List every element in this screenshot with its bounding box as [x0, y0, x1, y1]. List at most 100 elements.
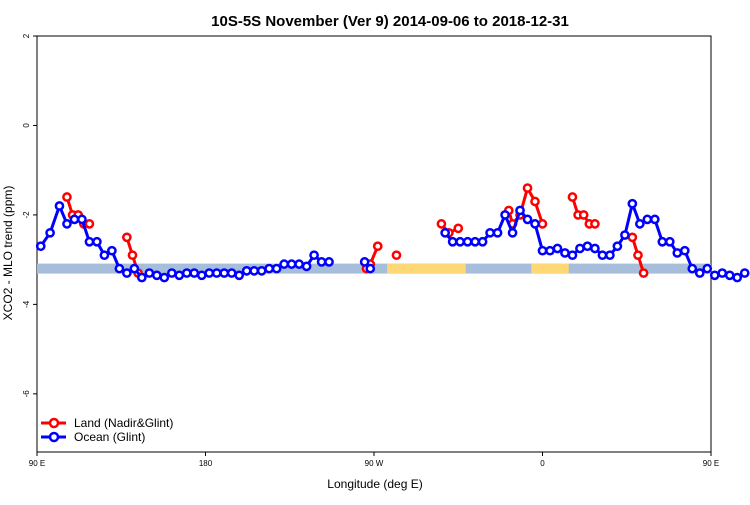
series-1-point-2-34 [694, 268, 705, 278]
series-1-point-2-33 [687, 263, 698, 274]
series-1-point-2-21 [597, 250, 608, 261]
series-1-point-2-3 [462, 236, 473, 247]
series-1 [35, 198, 750, 283]
series-1-point-2-27 [642, 214, 653, 225]
y-tick-label-0: 2 [22, 33, 31, 38]
series-0-point-1-0 [122, 232, 132, 243]
series-1-point-3-4 [739, 268, 750, 278]
series-1-point-2-15 [552, 243, 563, 254]
series-0-point-2-2 [372, 241, 383, 252]
series-1-point-0-14 [144, 268, 155, 278]
y-tick-label-2: -2 [22, 211, 31, 219]
series-0-point-6-4 [590, 219, 600, 229]
series-0-point-7-1 [633, 250, 643, 261]
series-1-point-2-13 [537, 245, 548, 256]
series-1-point-0-37 [316, 257, 327, 267]
series-0-point-0-0 [62, 192, 72, 202]
series-1-point-2-32 [679, 245, 690, 256]
series-0-point-1-1 [127, 250, 138, 261]
series-1-point-2-12 [530, 219, 540, 229]
x-tick-label-0: 90 E [29, 459, 45, 468]
x-tick-label-1: 180 [199, 459, 213, 468]
series-0-point-7-0 [627, 232, 638, 243]
series-1-point-0-36 [309, 250, 319, 261]
series-1-point-0-12 [129, 263, 140, 274]
series-1-point-2-31 [672, 248, 683, 258]
series-1-point-3-3 [732, 272, 743, 283]
series-1-point-0-6 [84, 236, 95, 247]
series-1-point-0-7 [92, 236, 102, 247]
series-1-point-0-21 [196, 270, 207, 281]
series-1-point-0-31 [271, 263, 282, 274]
series-1-point-0-18 [174, 270, 185, 281]
series-1-point-0-25 [226, 268, 237, 278]
map-strip-land-1 [531, 263, 569, 274]
series-1-point-0-4 [69, 214, 80, 225]
series-1-point-2-8 [500, 210, 510, 220]
y-tick-label-4: -6 [22, 390, 31, 398]
legend-marker-0 [48, 417, 60, 429]
series-1-point-2-6 [485, 227, 495, 238]
series-1-point-0-5 [77, 214, 87, 225]
series-1-point-0-28 [249, 265, 260, 276]
series-1-point-2-35 [702, 263, 713, 274]
series-1-point-2-29 [657, 236, 668, 247]
series-1-point-0-9 [107, 245, 117, 256]
series-0-point-5-4 [530, 196, 540, 207]
series-1-point-0-16 [159, 272, 170, 283]
series-0-point-4-0 [436, 219, 447, 229]
series-1-point-0-35 [301, 261, 312, 272]
map-strip-land-0 [387, 263, 466, 274]
series-1-point-1-0 [359, 257, 370, 267]
y-axis-label: XCO2 - MLO trend (ppm) [1, 186, 15, 321]
series-1-point-0-3 [62, 219, 72, 229]
series-1-point-2-11 [522, 214, 533, 225]
series-1-point-0-24 [219, 268, 230, 278]
series-1-point-0-22 [204, 268, 215, 278]
series-1-point-0-8 [99, 250, 110, 261]
legend-label-0: Land (Nadir&Glint) [74, 416, 173, 430]
legend: Land (Nadir&Glint)Ocean (Glint) [41, 416, 173, 444]
series-1-point-2-4 [470, 236, 480, 247]
x-axis-label: Longitude (deg E) [327, 477, 422, 491]
series-1-point-0-30 [264, 263, 275, 274]
series-0 [62, 183, 649, 278]
series-1-point-0-1 [45, 227, 55, 238]
series-1-point-2-20 [590, 243, 600, 254]
series-1-point-2-23 [612, 241, 623, 252]
series-1-point-0-32 [279, 259, 289, 269]
plot-area: 90 E 180 90 W 0 90 E 2 0 -2 -4 -6 [22, 33, 750, 468]
series-1-point-3-1 [717, 268, 728, 278]
series-1-point-2-22 [605, 250, 615, 261]
series-1-point-3-0 [709, 270, 720, 281]
series-1-point-0-34 [294, 259, 304, 269]
series-1-point-2-10 [515, 205, 525, 216]
series-1-point-2-7 [492, 227, 503, 238]
series-1-point-0-15 [151, 270, 162, 281]
series-1-point-2-17 [567, 250, 578, 261]
series-1-point-0-10 [114, 263, 125, 274]
series-1-point-2-30 [664, 236, 675, 247]
series-1-point-2-24 [620, 230, 630, 240]
series-0-point-5-3 [522, 183, 533, 193]
series-1-point-0-33 [286, 259, 297, 269]
series-1-point-2-28 [649, 214, 660, 225]
series-1-point-0-2 [54, 201, 65, 211]
series-1-point-0-17 [166, 268, 177, 278]
series-1-point-0-26 [234, 270, 245, 281]
series-1-point-2-9 [507, 227, 518, 238]
series-0-point-6-2 [578, 210, 589, 220]
legend-label-1: Ocean (Glint) [74, 430, 145, 444]
series-0-point-0-4 [84, 219, 95, 229]
x-tick-label-2: 90 W [365, 459, 384, 468]
series-1-point-2-25 [627, 198, 638, 209]
series-1-point-2-26 [635, 219, 645, 229]
x-tick-label-4: 90 E [703, 459, 719, 468]
series-0-point-7-2 [638, 268, 649, 278]
series-1-point-2-16 [560, 248, 570, 258]
series-1-point-2-19 [582, 241, 593, 252]
y-tick-label-3: -4 [22, 300, 31, 308]
series-0-point-4-2 [453, 223, 464, 234]
